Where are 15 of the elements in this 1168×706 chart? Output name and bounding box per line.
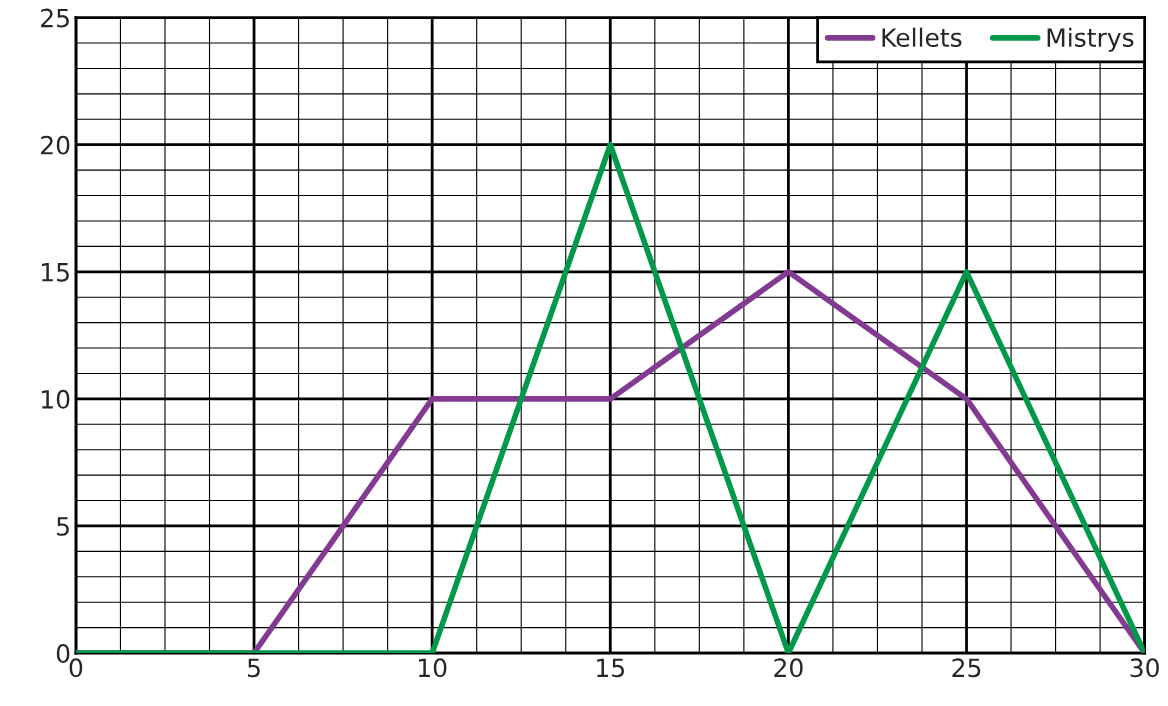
y-tick-label: 10	[41, 389, 70, 409]
x-tick-label: 5	[248, 658, 260, 678]
y-tick-label: 5	[57, 517, 69, 536]
x-tick-label: 30	[1130, 658, 1159, 678]
x-tick-label: 10	[419, 658, 447, 678]
x-tick-label: 15	[597, 658, 624, 678]
x-tick-label: 0	[69, 658, 83, 678]
legend-label: Kellets	[882, 27, 962, 47]
y-tick-label: 25	[41, 8, 69, 28]
y-tick-label: 15	[41, 263, 69, 282]
y-tick-label: 0	[56, 643, 70, 663]
y-tick-label: 20	[41, 135, 70, 155]
x-tick-label: 20	[774, 658, 803, 678]
legend-label: Mistrys	[1047, 27, 1134, 52]
x-tick-label: 25	[952, 658, 981, 678]
